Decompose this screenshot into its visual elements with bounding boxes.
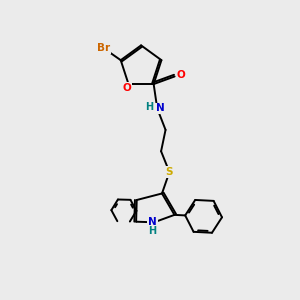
Text: O: O xyxy=(123,83,131,93)
Text: N: N xyxy=(156,103,165,113)
Text: S: S xyxy=(166,167,173,177)
Text: H: H xyxy=(145,102,153,112)
Text: Br: Br xyxy=(97,43,110,53)
Text: O: O xyxy=(177,70,185,80)
Text: H: H xyxy=(148,226,157,236)
Text: N: N xyxy=(148,217,157,227)
